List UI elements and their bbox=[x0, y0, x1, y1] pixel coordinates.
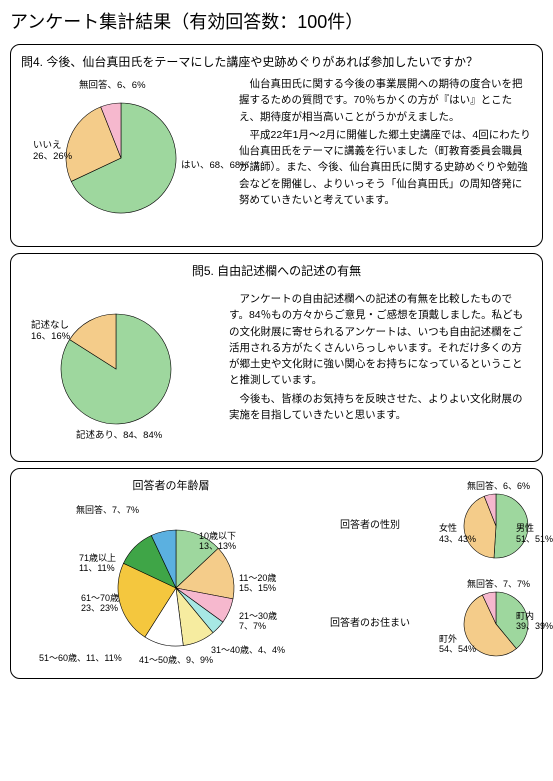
pie-label: 町外 54、54% bbox=[439, 634, 476, 655]
pie-label: 記述あり、84、84% bbox=[76, 431, 162, 442]
gender-chart: 男性 51、51% 女性 43、43% 無回答、6、6% bbox=[421, 481, 551, 566]
pie-label: はい、68、68% bbox=[181, 161, 249, 172]
q4-chart: はい、68、68%いいえ 26、26%無回答、6、6% bbox=[21, 76, 231, 236]
residence-title: 回答者のお住まい bbox=[325, 614, 415, 629]
age-title: 回答者の年齢層 bbox=[21, 477, 321, 493]
pie-label: 21～30歳 7、7% bbox=[239, 611, 277, 632]
q4-title: 問4. 今後、仙台真田氏をテーマにした講座や史跡めぐりがあれば参加したいですか？ bbox=[21, 53, 532, 70]
pie-label: 無回答、6、6% bbox=[467, 481, 530, 491]
residence-chart: 町内 39、39% 町外 54、54% 無回答、7、7% bbox=[421, 579, 551, 664]
pie-label: 61～70歳 23、23% bbox=[81, 593, 119, 614]
panel-demographics: 回答者の年齢層 10歳以下 13、13%11～20歳 15、15% 21～30歳 … bbox=[10, 468, 543, 679]
q5-title: 問5. 自由記述欄への記述の有無 bbox=[21, 262, 532, 279]
pie-label: 71歳以上 11、11% bbox=[79, 553, 116, 574]
pie-label: 町内 39、39% bbox=[516, 611, 553, 632]
pie-label: 女性 43、43% bbox=[439, 523, 476, 544]
q5-desc: アンケートの自由記述欄への記述の有無を比較したものです。84％もの方々からご意見… bbox=[229, 291, 532, 425]
age-chart: 10歳以下 13、13%11～20歳 15、15% 21～30歳 7、7% 31～4… bbox=[21, 493, 321, 668]
pie-label: 無回答、6、6% bbox=[79, 81, 146, 92]
pie-label: 31～40歳、4、4% bbox=[211, 645, 285, 655]
pie-label: いいえ 26、26% bbox=[33, 141, 72, 163]
pie-label: 男性 51、51% bbox=[516, 523, 553, 544]
pie-label: 11～20歳 15、15% bbox=[239, 573, 276, 594]
panel-q4: 問4. 今後、仙台真田氏をテーマにした講座や史跡めぐりがあれば参加したいですか？… bbox=[10, 44, 543, 247]
pie-label: 無回答、7、7% bbox=[467, 579, 530, 589]
pie-label: 51～60歳、11、11% bbox=[39, 653, 122, 663]
pie-label: 41～50歳、9、9% bbox=[139, 655, 213, 665]
q4-desc: 仙台真田氏に関する今後の事業展開への期待の度合いを把握するための質問です。70％… bbox=[239, 76, 532, 210]
q5-chart: 記述あり、84、84% 記述なし 16、16% bbox=[21, 291, 221, 451]
page-title: アンケート集計結果（有効回答数：100件） bbox=[0, 0, 553, 38]
panel-q5: 問5. 自由記述欄への記述の有無 記述あり、84、84%記述なし 16、16% … bbox=[10, 253, 543, 462]
gender-title: 回答者の性別 bbox=[325, 516, 415, 531]
pie-label: 10歳以下 13、13% bbox=[199, 531, 236, 552]
pie-label: 無回答、7、7% bbox=[76, 505, 139, 515]
pie-label: 記述なし 16、16% bbox=[31, 321, 70, 343]
